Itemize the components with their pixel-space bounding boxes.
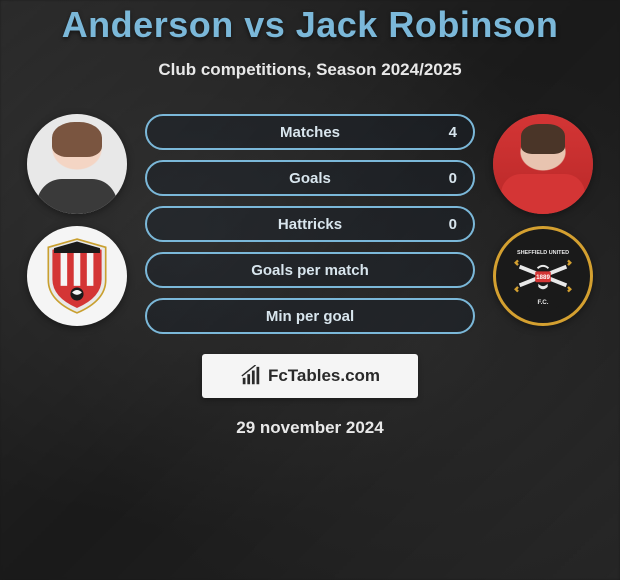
stat-row-matches: Matches 4 [145,114,475,150]
stat-right-value: 4 [437,124,457,141]
stat-label: Hattricks [278,216,342,233]
stat-row-hattricks: Hattricks 0 [145,206,475,242]
attribution-text: FcTables.com [268,366,380,386]
stat-right-value: 0 [437,216,457,233]
club-right-badge: SHEFFIELD UNITED F.C. 1889 [493,226,593,326]
comparison-row: Matches 4 Goals 0 Hattricks 0 Goals per … [0,114,620,334]
stat-label: Min per goal [266,308,354,325]
stats-column: Matches 4 Goals 0 Hattricks 0 Goals per … [145,114,475,334]
stat-label: Matches [280,124,340,141]
chart-icon [240,365,262,387]
player-left-photo [27,114,127,214]
svg-text:F.C.: F.C. [537,299,548,306]
date: 29 november 2024 [236,418,383,438]
player-right-column: SHEFFIELD UNITED F.C. 1889 [493,114,593,326]
stat-label: Goals [289,170,331,187]
attribution-badge: FcTables.com [202,354,418,398]
player-left-column [27,114,127,326]
subtitle: Club competitions, Season 2024/2025 [158,60,461,80]
club-left-badge [27,226,127,326]
stat-label: Goals per match [251,262,369,279]
stat-row-goals: Goals 0 [145,160,475,196]
player-right-photo [493,114,593,214]
stat-row-min-per-goal: Min per goal [145,298,475,334]
stat-row-goals-per-match: Goals per match [145,252,475,288]
svg-text:SHEFFIELD UNITED: SHEFFIELD UNITED [517,250,569,256]
stat-right-value: 0 [437,170,457,187]
page-title: Anderson vs Jack Robinson [62,4,559,46]
svg-text:1889: 1889 [536,274,550,281]
